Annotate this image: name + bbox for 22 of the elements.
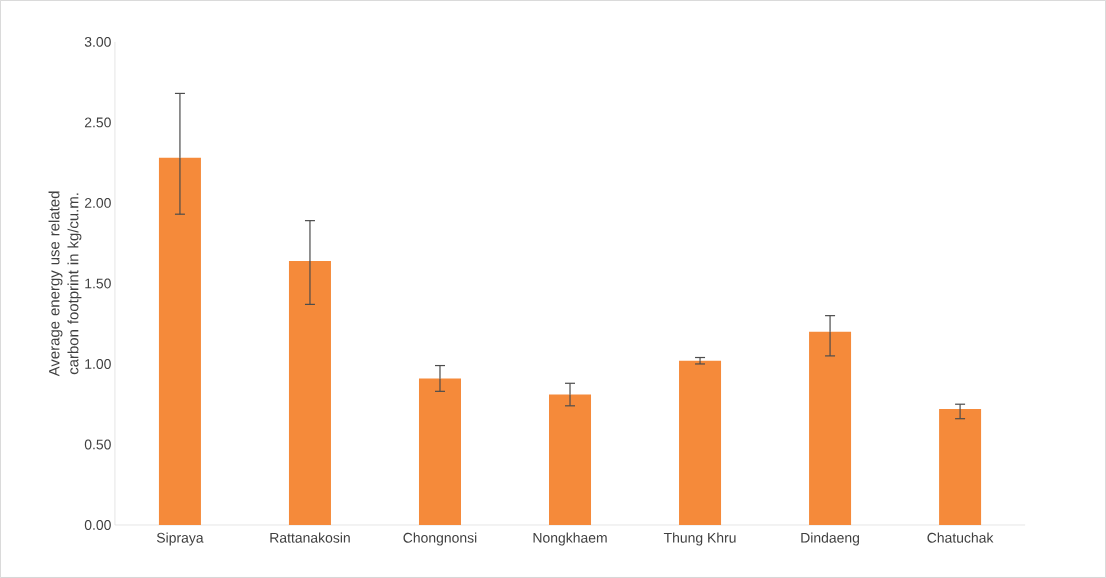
y-tick-label: 1.00 — [85, 359, 111, 369]
bar — [418, 378, 461, 526]
x-tick-label: Chatuchak — [927, 532, 994, 543]
y-tick-label: 1.50 — [85, 278, 111, 289]
y-tick-label: 2.00 — [84, 198, 111, 208]
y-tick-label: 3.00 — [84, 36, 111, 47]
bar — [809, 331, 852, 526]
y-tick-label: 0.50 — [84, 439, 111, 450]
x-tick-label: Nongkhaem — [533, 532, 607, 546]
bar — [939, 409, 982, 526]
x-tick-label: Sipraya — [156, 532, 204, 546]
bar — [679, 360, 722, 526]
bar — [549, 394, 592, 526]
y-tick-label: 0.00 — [84, 520, 111, 530]
x-tick-label: Thung Khru — [663, 532, 736, 546]
bar — [288, 260, 331, 526]
y-tick-label: 2.50 — [84, 117, 111, 128]
x-tick-label: Chongnonsi — [403, 532, 477, 546]
bar — [158, 157, 201, 526]
x-tick-label: Dindaeng — [801, 532, 860, 546]
y-axis-title: Average energy use related carbon footprint in kg/cu.m. — [48, 191, 82, 377]
x-tick-label: Rattanakosin — [270, 532, 350, 543]
